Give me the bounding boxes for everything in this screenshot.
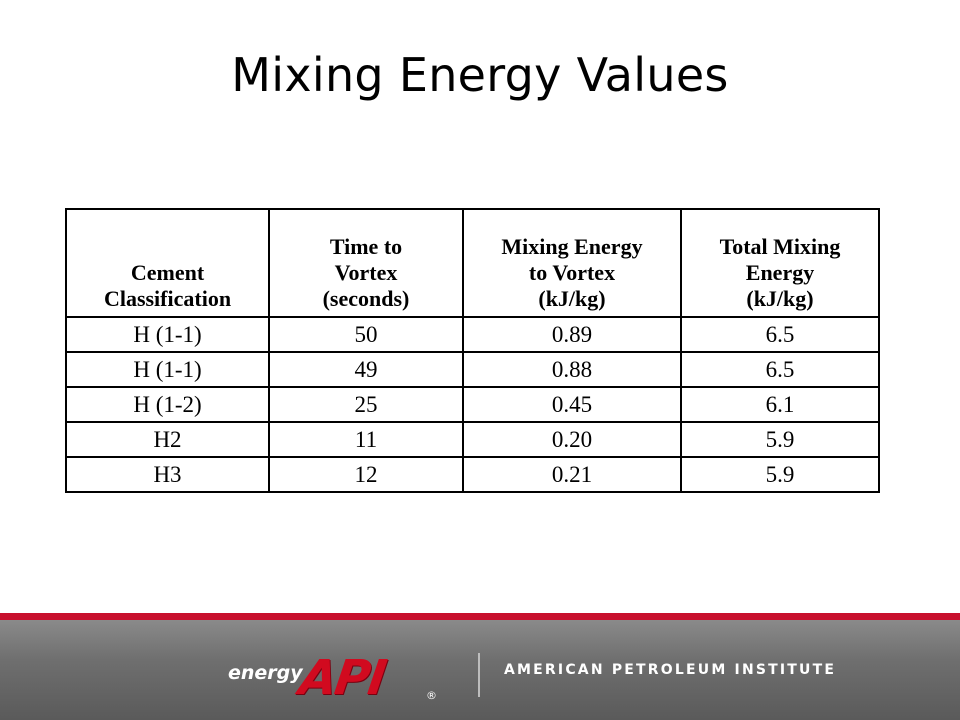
cell-time-to-vortex: 12 [268, 456, 464, 493]
cell-classification: H2 [65, 421, 270, 458]
cell-time-to-vortex: 50 [268, 316, 464, 353]
footer-bar: energy API ® AMERICAN PETROLEUM INSTITUT… [0, 620, 960, 720]
slide-title: Mixing Energy Values [231, 48, 729, 102]
table-row: H (1-1) 49 0.88 6.5 [65, 351, 880, 388]
footer-accent-line [0, 613, 960, 620]
cell-mixing-energy-to-vortex: 0.89 [462, 316, 682, 353]
header-line: Mixing Energy [501, 234, 643, 259]
mixing-energy-table: Cement Classification Time to Vortex (se… [65, 208, 880, 493]
api-logo: API [296, 650, 389, 706]
header-mixing-energy-to-vortex: Mixing Energy to Vortex (kJ/kg) [462, 208, 682, 318]
cell-classification: H3 [65, 456, 270, 493]
header-line: Energy [745, 260, 815, 285]
header-line: Cement [130, 260, 205, 285]
table-row: H3 12 0.21 5.9 [65, 456, 880, 493]
cell-time-to-vortex: 25 [268, 386, 464, 423]
cell-mixing-energy-to-vortex: 0.20 [462, 421, 682, 458]
header-line: (kJ/kg) [746, 286, 814, 311]
header-cement-classification: Cement Classification [65, 208, 270, 318]
cell-classification: H (1-1) [65, 316, 270, 353]
table-row: H2 11 0.20 5.9 [65, 421, 880, 458]
cell-mixing-energy-to-vortex: 0.88 [462, 351, 682, 388]
header-line: (seconds) [322, 286, 410, 311]
header-time-to-vortex: Time to Vortex (seconds) [268, 208, 464, 318]
table-row: H (1-1) 50 0.89 6.5 [65, 316, 880, 353]
cell-mixing-energy-to-vortex: 0.45 [462, 386, 682, 423]
cell-time-to-vortex: 49 [268, 351, 464, 388]
organization-name: AMERICAN PETROLEUM INSTITUTE [504, 662, 837, 678]
cell-total-mixing-energy: 6.1 [680, 386, 880, 423]
cell-total-mixing-energy: 5.9 [680, 456, 880, 493]
slide-footer: energy API ® AMERICAN PETROLEUM INSTITUT… [0, 613, 960, 720]
footer-divider [478, 653, 480, 697]
header-line: Classification [103, 286, 232, 311]
table-header-row: Cement Classification Time to Vortex (se… [65, 208, 880, 318]
cell-total-mixing-energy: 6.5 [680, 351, 880, 388]
header-line: Time to [329, 234, 403, 259]
registered-mark: ® [426, 689, 437, 702]
header-line: (kJ/kg) [538, 286, 606, 311]
header-line: Vortex [334, 260, 398, 285]
energy-wordmark: energy [228, 662, 303, 684]
cell-total-mixing-energy: 5.9 [680, 421, 880, 458]
cell-classification: H (1-2) [65, 386, 270, 423]
header-total-mixing-energy: Total Mixing Energy (kJ/kg) [680, 208, 880, 318]
header-line: Total Mixing [719, 234, 841, 259]
cell-classification: H (1-1) [65, 351, 270, 388]
cell-mixing-energy-to-vortex: 0.21 [462, 456, 682, 493]
cell-total-mixing-energy: 6.5 [680, 316, 880, 353]
cell-time-to-vortex: 11 [268, 421, 464, 458]
header-line: to Vortex [528, 260, 616, 285]
table-row: H (1-2) 25 0.45 6.1 [65, 386, 880, 423]
